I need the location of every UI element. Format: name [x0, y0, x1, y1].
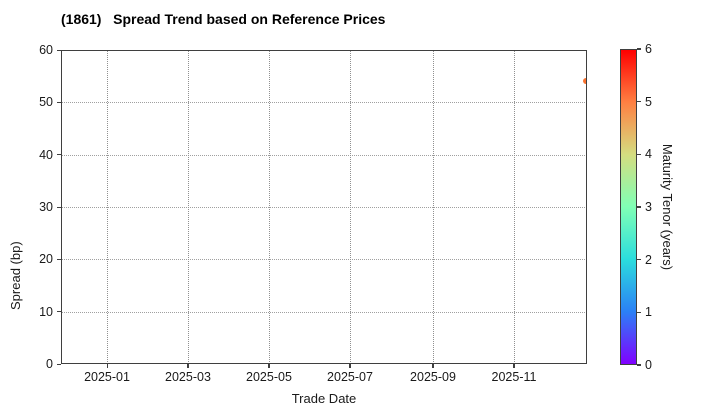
- colorbar-tick: [637, 48, 641, 50]
- x-tick-label: 2025-05: [246, 370, 292, 384]
- y-axis-tick: [57, 258, 61, 261]
- colorbar-tick-label: 3: [645, 200, 652, 214]
- colorbar-tick: [637, 364, 641, 366]
- y-axis-tick: [57, 49, 61, 51]
- x-axis-tick: [513, 364, 515, 368]
- grid-layer: [61, 50, 587, 364]
- colorbar-tick: [637, 101, 641, 103]
- y-axis-tick: [57, 311, 61, 313]
- colorbar-tick-label: 5: [645, 94, 652, 109]
- x-axis-label: Trade Date: [291, 391, 357, 406]
- x-axis-tick: [349, 364, 351, 368]
- y-tick-label: 60: [39, 43, 53, 57]
- horizontal-gridline: [61, 154, 587, 156]
- vertical-gridline: [513, 50, 515, 364]
- x-tick-label: 2025-07: [327, 370, 373, 384]
- x-tick-label: 2025-09: [410, 370, 456, 384]
- y-tick-label: 10: [39, 304, 53, 319]
- vertical-gridline: [349, 50, 351, 364]
- horizontal-gridline: [61, 207, 587, 208]
- y-tick-label: 40: [39, 147, 53, 162]
- plot-area: [61, 50, 587, 364]
- chart-title: (1861) Spread Trend based on Reference P…: [61, 11, 386, 27]
- colorbar-label: Maturity Tenor (years): [660, 143, 675, 271]
- x-tick-label: 2025-11: [491, 370, 537, 384]
- horizontal-gridline: [61, 102, 587, 104]
- y-tick-label: 0: [46, 357, 53, 371]
- horizontal-gridline: [61, 259, 587, 261]
- colorbar-tick: [637, 206, 641, 208]
- x-tick-label: 2025-03: [165, 370, 211, 384]
- y-tick-label: 50: [39, 95, 53, 110]
- x-axis-tick: [432, 364, 434, 368]
- colorbar-tick-label: 0: [645, 358, 652, 372]
- colorbar-tick-label: 1: [645, 305, 652, 320]
- vertical-gridline: [268, 50, 270, 364]
- y-tick-label: 20: [39, 252, 53, 267]
- y-tick-label: 30: [39, 200, 53, 214]
- y-axis-tick: [57, 154, 61, 156]
- x-axis-tick: [106, 364, 108, 368]
- y-axis-tick: [57, 363, 61, 365]
- x-axis-tick: [187, 364, 189, 368]
- y-axis-tick: [57, 206, 61, 208]
- vertical-gridline: [107, 50, 109, 364]
- x-axis-tick: [268, 364, 270, 368]
- horizontal-gridline: [61, 311, 587, 313]
- data-point: [582, 78, 587, 85]
- colorbar-tick-label: 2: [645, 252, 652, 267]
- colorbar-tick: [637, 311, 641, 313]
- colorbar-tick-label: 6: [645, 42, 652, 56]
- colorbar-tick: [637, 259, 641, 261]
- colorbar-tick: [637, 153, 641, 155]
- colorbar-tick-label: 4: [645, 147, 652, 162]
- x-tick-label: 2025-01: [84, 370, 130, 384]
- vertical-gridline: [187, 50, 189, 364]
- y-axis-tick: [57, 101, 61, 104]
- colorbar: [620, 49, 637, 365]
- vertical-gridline: [432, 50, 434, 364]
